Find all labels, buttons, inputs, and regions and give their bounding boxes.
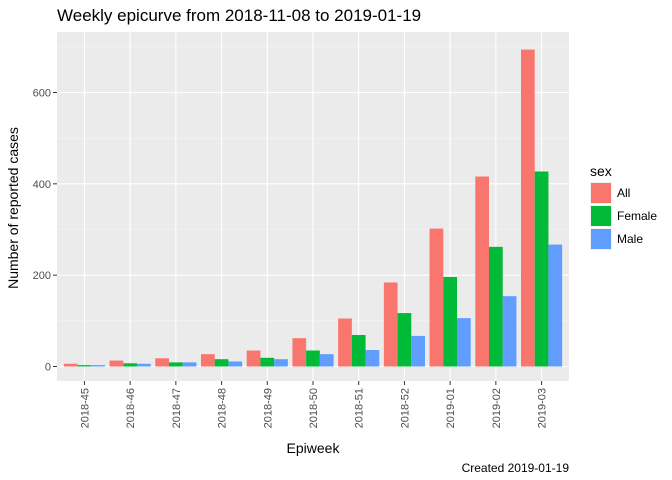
- bar-male-2019-01: [457, 318, 471, 367]
- legend-label-male: Male: [617, 232, 643, 246]
- legend-swatch-male: [591, 229, 611, 249]
- bar-all-2018-50: [292, 338, 307, 367]
- legend-label-all: All: [617, 186, 630, 200]
- bar-female-2018-52: [397, 313, 412, 367]
- x-tick-label: 2018-48: [217, 388, 229, 428]
- x-tick-label: 2019-01: [445, 388, 457, 428]
- bar-female-2018-47: [169, 362, 183, 367]
- bar-all-2019-02: [475, 176, 489, 367]
- chart-title: Weekly epicurve from 2018-11-08 to 2019-…: [57, 6, 421, 25]
- bar-female-2019-01: [443, 276, 457, 367]
- legend-title: sex: [590, 163, 612, 179]
- y-tick-label: 0: [45, 362, 51, 374]
- bar-female-2018-51: [351, 334, 366, 367]
- chart-caption: Created 2019-01-19: [462, 461, 570, 475]
- y-axis: 0 200 400 600: [33, 88, 57, 374]
- bar-male-2018-51: [365, 350, 380, 367]
- bar-female-2018-50: [306, 350, 320, 367]
- legend-swatch-female: [591, 206, 611, 226]
- bar-male-2019-02: [502, 296, 517, 367]
- bar-male-2018-47: [182, 362, 197, 367]
- x-tick-label: 2018-47: [171, 388, 183, 428]
- bar-all-2018-47: [155, 358, 169, 367]
- bar-all-2018-48: [201, 354, 215, 367]
- x-tick-label: 2018-52: [399, 388, 411, 428]
- bar-female-2019-03: [534, 171, 549, 367]
- bars: [63, 49, 563, 367]
- legend-label-female: Female: [617, 209, 657, 223]
- x-tick-label: 2018-49: [262, 388, 274, 428]
- bar-all-2018-52: [383, 282, 398, 367]
- y-tick-label: 400: [33, 179, 51, 191]
- bar-female-2019-02: [489, 246, 503, 367]
- bar-male-2018-45: [91, 365, 105, 367]
- bar-male-2018-50: [319, 354, 334, 367]
- bar-all-2018-46: [109, 360, 124, 367]
- x-tick-label: 2019-03: [537, 388, 549, 428]
- y-axis-title: Number of reported cases: [5, 127, 21, 289]
- y-tick-label: 600: [33, 88, 51, 100]
- x-tick-label: 2018-45: [79, 388, 91, 428]
- bar-male-2018-52: [411, 335, 425, 367]
- x-tick-label: 2018-51: [354, 388, 366, 428]
- x-tick-label: 2019-02: [491, 388, 503, 428]
- bar-male-2018-48: [228, 361, 243, 367]
- legend-swatch-all: [591, 183, 611, 203]
- bar-all-2019-03: [521, 49, 535, 367]
- bar-female-2018-45: [77, 365, 92, 367]
- bar-female-2018-48: [214, 359, 229, 367]
- bar-all-2018-51: [338, 318, 352, 367]
- bar-female-2018-46: [123, 363, 137, 367]
- bar-all-2018-49: [246, 350, 261, 367]
- x-axis: 2018-45 2018-46 2018-47 2018-48 2018-49 2018-…: [79, 381, 549, 428]
- bar-female-2018-49: [260, 357, 275, 367]
- bar-male-2019-03: [548, 244, 563, 367]
- bar-all-2018-45: [63, 363, 78, 367]
- legend: sex All Female Male: [590, 163, 657, 250]
- bar-all-2019-01: [429, 228, 444, 367]
- x-axis-title: Epiweek: [287, 440, 341, 456]
- x-tick-label: 2018-46: [125, 388, 137, 428]
- bar-male-2018-49: [274, 359, 288, 367]
- x-tick-label: 2018-50: [308, 388, 320, 428]
- bar-male-2018-46: [137, 363, 151, 367]
- y-tick-label: 200: [33, 270, 51, 282]
